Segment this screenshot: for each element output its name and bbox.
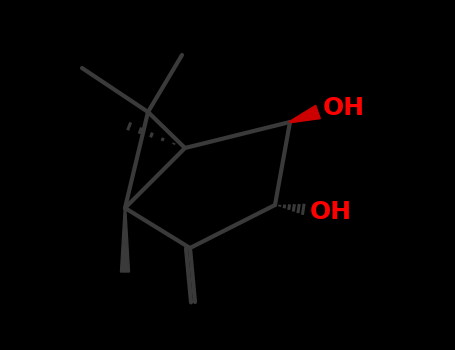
Polygon shape	[290, 105, 320, 123]
Text: OH: OH	[310, 200, 352, 224]
Polygon shape	[121, 208, 130, 272]
Text: OH: OH	[323, 96, 365, 120]
